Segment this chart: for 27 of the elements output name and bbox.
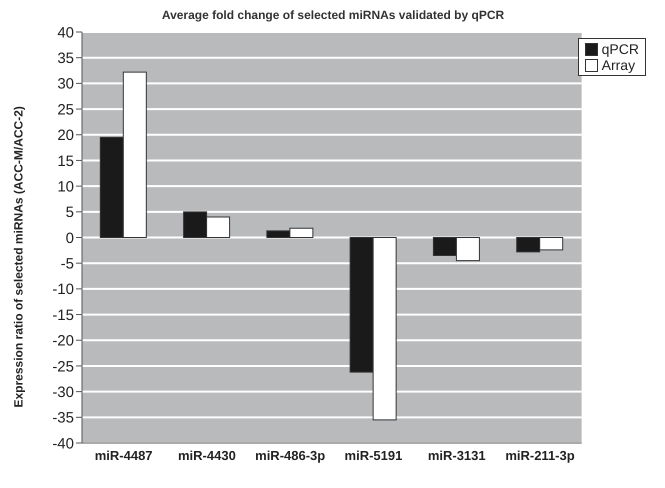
x-tick-label: miR-4487 — [94, 448, 153, 464]
y-tick-label: -30 — [52, 384, 74, 401]
x-tick-label: miR-486-3p — [255, 448, 326, 464]
y-tick-label: -35 — [52, 410, 74, 427]
x-tick-label: miR-3131 — [428, 448, 486, 464]
y-tick-label: 15 — [57, 152, 74, 170]
y-axis-title: Expression ratio of selected miRNAs (ACC-M/ACC-2) — [11, 106, 26, 408]
x-tick-label: miR-5191 — [344, 448, 402, 464]
y-tick-label: 5 — [66, 204, 74, 222]
y-tick-label: -20 — [52, 332, 74, 350]
x-tick-label: miR-211-3p — [505, 448, 575, 464]
y-tick-label: 20 — [57, 127, 74, 144]
y-tick-label: -5 — [60, 256, 74, 273]
y-tick-label: 0 — [66, 230, 74, 247]
y-tick-label: 10 — [57, 178, 74, 196]
x-tick-label: miR-4430 — [178, 448, 236, 464]
y-tick-label: 30 — [57, 76, 74, 93]
y-tick-label: -25 — [52, 358, 74, 376]
y-tick-label: -10 — [52, 281, 74, 298]
y-tick-label: 35 — [57, 50, 74, 68]
chart-title: Average fold change of selected miRNAs validated by qPCR — [160, 8, 506, 22]
legend-label: qPCR — [602, 41, 639, 57]
y-tick-label: -15 — [52, 306, 74, 324]
legend-label: Array — [602, 57, 636, 73]
y-tick-label: 40 — [57, 24, 74, 42]
y-tick-label: -40 — [52, 435, 74, 452]
y-tick-label: 25 — [57, 101, 74, 118]
